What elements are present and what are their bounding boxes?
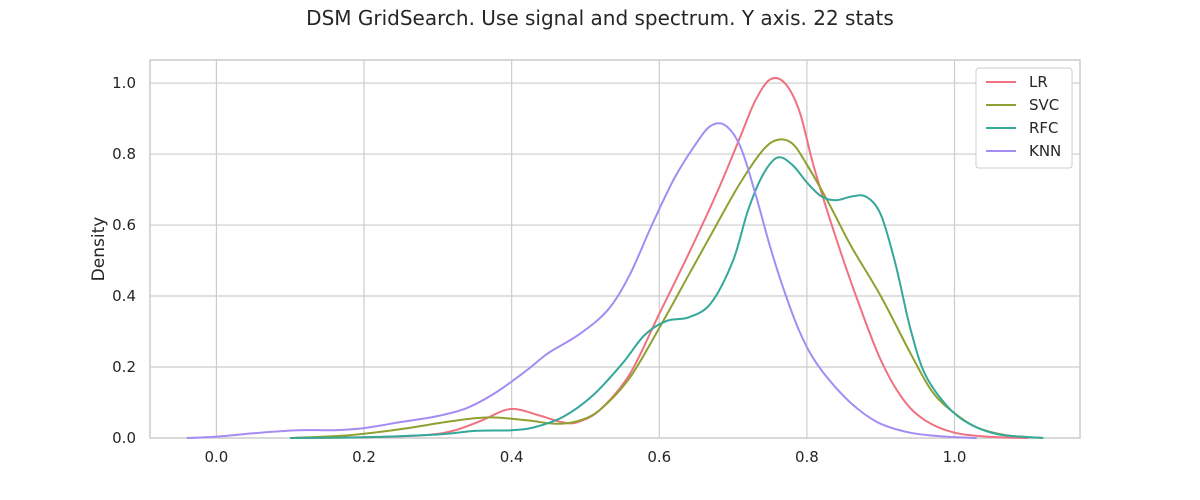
y-tick-label: 0.8 (112, 145, 136, 163)
chart-title: DSM GridSearch. Use signal and spectrum.… (306, 6, 894, 30)
x-tick-label: 0.8 (795, 448, 819, 466)
series-line-rfc (290, 156, 1044, 439)
grid-lines (150, 60, 1080, 438)
y-tick-label: 1.0 (112, 74, 136, 92)
y-axis: 0.0 0.2 0.4 0.6 0.8 1.0 (112, 74, 136, 447)
series-line-knn (186, 122, 977, 439)
plot-area (149, 59, 1081, 439)
legend-label-svc: SVC (1029, 96, 1059, 114)
legend-label-rfc: RFC (1029, 119, 1059, 137)
y-tick-label: 0.4 (112, 287, 136, 305)
x-tick-label: 0.0 (204, 448, 228, 466)
legend-box (975, 67, 1073, 169)
x-tick-label: 1.0 (943, 448, 967, 466)
y-tick-label: 0.6 (112, 216, 136, 234)
y-tick-label: 0.2 (112, 358, 136, 376)
series-layer (186, 76, 1044, 439)
y-axis-label: Density (89, 217, 109, 282)
x-tick-label: 0.2 (352, 448, 376, 466)
x-tick-label: 0.6 (647, 448, 671, 466)
x-axis: 0.0 0.2 0.4 0.6 0.8 1.0 (204, 448, 966, 466)
x-tick-label: 0.4 (500, 448, 524, 466)
legend-label-knn: KNN (1029, 142, 1061, 160)
series-line-lr (290, 76, 1029, 439)
series-line-svc (290, 138, 1044, 439)
legend: LR SVC RFC KNN (975, 67, 1073, 169)
y-tick-label: 0.0 (112, 429, 136, 447)
legend-label-lr: LR (1029, 73, 1048, 91)
